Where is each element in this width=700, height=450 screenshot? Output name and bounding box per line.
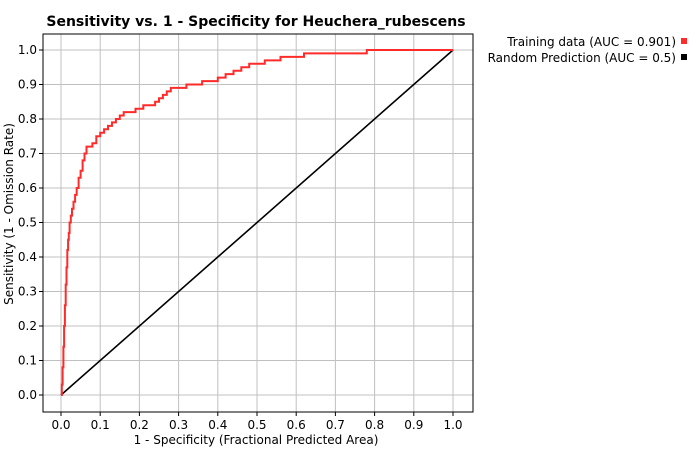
random-prediction-line [60, 49, 454, 396]
x-tick-label: 0.2 [130, 418, 149, 432]
y-tick-label: 0.3 [18, 285, 37, 299]
legend: Training data (AUC = 0.901) Random Predic… [488, 35, 687, 65]
x-tick-label: 1.0 [443, 418, 462, 432]
plot-frame [42, 33, 474, 413]
x-tick-label: 0.4 [208, 418, 227, 432]
x-tick-label: 0.1 [91, 418, 110, 432]
y-tick-label: 0.9 [18, 78, 37, 92]
chart-title: Sensitivity vs. 1 - Specificity for Heuc… [46, 14, 465, 30]
y-tick-label: 0.0 [18, 388, 37, 402]
legend-swatch-training [681, 38, 687, 44]
y-tick-label: 0.5 [18, 216, 37, 230]
y-tick-label: 0.8 [18, 112, 37, 126]
y-tick-label: 0.4 [18, 250, 37, 264]
x-tick-label: 0.7 [326, 418, 345, 432]
y-tick-label: 0.6 [18, 181, 37, 195]
x-tick-label: 0.6 [287, 418, 306, 432]
legend-swatch-random [681, 54, 687, 60]
x-tick-label: 0.0 [51, 418, 70, 432]
x-tick-label: 0.8 [365, 418, 384, 432]
y-tick-label: 1.0 [18, 43, 37, 57]
y-tick-label: 0.1 [18, 354, 37, 368]
training-data-line [60, 49, 453, 396]
y-axis-label: Sensitivity (1 - Omission Rate) [2, 123, 16, 305]
y-tick-label: 0.2 [18, 319, 37, 333]
x-tick-label: 0.3 [169, 418, 188, 432]
x-tick-label: 0.5 [247, 418, 266, 432]
x-axis-label: 1 - Specificity (Fractional Predicted Ar… [134, 433, 379, 447]
y-tick-label: 0.7 [18, 147, 37, 161]
legend-label-random: Random Prediction (AUC = 0.5) [488, 51, 676, 65]
x-tick-label: 0.9 [404, 418, 423, 432]
plot-area: 0.0 0.1 0.2 0.3 0.4 0.5 0.6 0.7 0.8 0.9 1.0 0.0 0.1 0… [18, 33, 474, 432]
legend-label-training: Training data (AUC = 0.901) [506, 35, 676, 49]
